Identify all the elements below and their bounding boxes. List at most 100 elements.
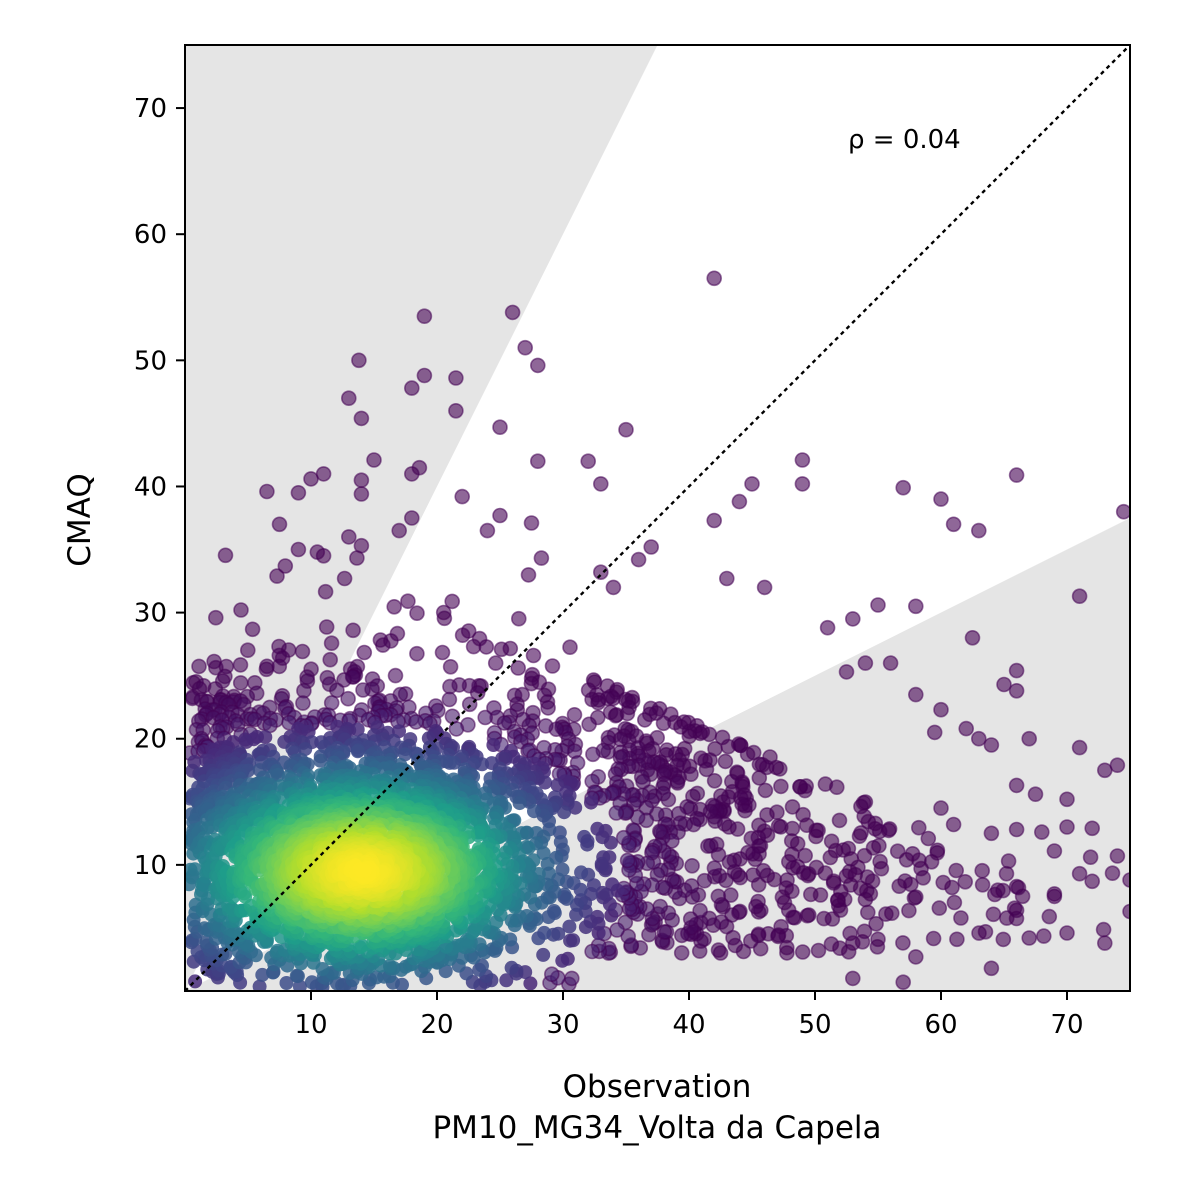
- data-point: [543, 966, 560, 983]
- data-point: [743, 830, 760, 847]
- data-point: [1084, 873, 1100, 890]
- plot-frame: [184, 44, 1131, 992]
- y-tick-label: 20: [134, 725, 167, 755]
- data-point: [492, 419, 508, 436]
- data-point: [444, 593, 461, 610]
- data-point: [353, 410, 370, 427]
- data-point: [523, 515, 540, 531]
- data-point: [706, 512, 723, 529]
- data-point: [454, 627, 471, 644]
- data-point: [580, 837, 595, 852]
- data-point: [920, 830, 937, 847]
- data-point: [706, 772, 723, 789]
- data-point: [529, 357, 546, 374]
- data-point: [985, 906, 1002, 923]
- data-point: [398, 747, 413, 762]
- data-point: [856, 808, 873, 825]
- data-point: [851, 828, 868, 845]
- data-point: [926, 724, 943, 741]
- data-point: [605, 579, 622, 596]
- data-point: [882, 655, 899, 671]
- data-point: [784, 799, 801, 815]
- y-tick-label: 60: [134, 220, 167, 250]
- data-point: [386, 598, 403, 615]
- data-point: [1036, 928, 1052, 944]
- data-point: [794, 476, 811, 492]
- data-point: [323, 635, 340, 652]
- data-point: [910, 819, 927, 836]
- data-point: [607, 707, 624, 724]
- data-point: [1082, 849, 1099, 866]
- data-point: [557, 805, 572, 820]
- data-point: [504, 960, 519, 975]
- data-point: [935, 874, 952, 891]
- data-point: [1008, 467, 1025, 483]
- data-point: [590, 694, 606, 711]
- data-point: [584, 943, 600, 960]
- data-point: [409, 605, 425, 622]
- y-axis-label: CMAQ: [62, 473, 98, 566]
- data-point: [844, 970, 861, 987]
- data-point: [317, 583, 334, 600]
- data-point: [1071, 739, 1088, 756]
- data-point: [592, 476, 609, 492]
- data-point: [731, 493, 748, 510]
- data-point: [336, 672, 352, 688]
- data-point: [448, 721, 465, 737]
- data-point: [496, 715, 513, 731]
- data-point: [971, 925, 987, 941]
- data-point: [510, 610, 527, 627]
- data-point: [742, 933, 759, 949]
- data-point: [536, 846, 551, 861]
- data-point: [798, 817, 815, 834]
- data-point: [208, 609, 224, 626]
- data-point: [455, 950, 470, 965]
- data-point: [808, 828, 824, 845]
- data-point: [907, 949, 924, 965]
- data-point: [636, 712, 653, 728]
- data-point: [696, 872, 713, 889]
- data-point: [844, 611, 861, 627]
- data-point: [271, 767, 285, 782]
- data-point: [604, 908, 619, 923]
- reference-line-1to1: [185, 45, 1130, 991]
- data-point: [907, 598, 924, 615]
- data-point: [822, 849, 839, 866]
- data-point: [868, 915, 884, 932]
- data-point: [355, 938, 369, 953]
- data-point: [816, 910, 832, 927]
- data-point: [580, 453, 597, 470]
- data-point: [304, 975, 319, 990]
- data-point: [563, 933, 578, 948]
- data-point: [290, 541, 307, 558]
- data-point: [441, 691, 458, 708]
- data-point: [774, 889, 791, 906]
- data-point: [510, 660, 527, 676]
- data-point: [1122, 903, 1130, 920]
- data-point: [974, 876, 991, 893]
- data-point: [907, 686, 924, 703]
- data-point: [442, 678, 458, 695]
- data-point: [673, 945, 690, 961]
- data-point: [353, 472, 370, 489]
- data-point: [945, 516, 962, 533]
- data-point: [269, 568, 285, 584]
- data-point: [1122, 872, 1130, 888]
- data-point: [529, 453, 546, 470]
- data-point: [523, 976, 538, 991]
- data-point: [669, 775, 686, 791]
- data-point: [643, 539, 660, 555]
- x-tick-label: 70: [1050, 1010, 1083, 1040]
- data-point: [925, 930, 942, 947]
- data-point: [933, 701, 949, 718]
- data-point: [618, 421, 634, 438]
- data-point: [217, 547, 234, 564]
- data-point: [974, 862, 991, 879]
- data-point: [1008, 878, 1025, 895]
- data-point: [479, 522, 496, 539]
- data-point: [574, 865, 589, 880]
- data-point: [1046, 843, 1063, 859]
- data-point: [585, 746, 601, 763]
- data-point: [322, 651, 339, 668]
